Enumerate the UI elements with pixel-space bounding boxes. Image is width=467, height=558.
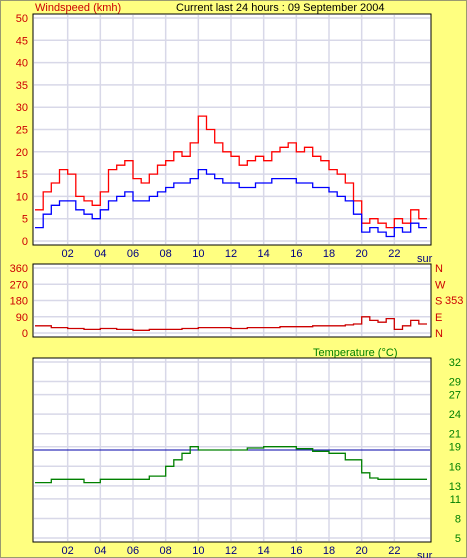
direction-compass-label: S (435, 296, 442, 308)
temperature-title: Temperature (°C) (313, 347, 397, 359)
direction-current-value: 353 (445, 295, 463, 307)
windspeed-x-end-label: sur (417, 253, 433, 265)
direction-compass-label: W (435, 279, 446, 291)
temperature-y-tick-label: 27 (449, 390, 461, 402)
windspeed-x-tick-label: 04 (94, 248, 106, 260)
windspeed-y-tick-label: 40 (16, 58, 28, 70)
windspeed-title: Windspeed (kmh) (35, 2, 121, 14)
windspeed-y-tick-label: 0 (22, 236, 28, 248)
temperature-y-tick-label: 8 (455, 513, 461, 525)
temperature-x-end-label: sur (417, 550, 433, 558)
temperature-x-tick-label: 10 (192, 545, 204, 557)
windspeed-y-tick-label: 25 (16, 125, 28, 137)
windspeed-y-tick-label: 45 (16, 35, 28, 47)
temperature-x-tick-label: 08 (160, 545, 172, 557)
temperature-y-tick-label: 21 (449, 429, 461, 441)
temperature-y-tick-label: 13 (449, 481, 461, 493)
temperature-y-tick-label: 24 (449, 409, 461, 421)
windspeed-x-tick-label: 12 (225, 248, 237, 260)
temperature-y-tick-label: 19 (449, 442, 461, 454)
windspeed-x-tick-label: 10 (192, 248, 204, 260)
temperature-x-tick-label: 06 (127, 545, 139, 557)
windspeed-x-tick-label: 22 (388, 248, 400, 260)
windspeed-x-tick-label: 08 (160, 248, 172, 260)
temperature-series-temperature (35, 446, 427, 484)
windspeed-y-tick-label: 20 (16, 147, 28, 159)
temperature-x-tick-label: 18 (323, 545, 335, 557)
windspeed-subtitle: Current last 24 hours : 09 September 200… (176, 2, 385, 14)
direction-y-tick-label: 270 (10, 279, 28, 291)
windspeed-series-average (35, 168, 427, 238)
windspeed-x-tick-label: 06 (127, 248, 139, 260)
windspeed-y-tick-label: 5 (22, 214, 28, 226)
windspeed-y-tick-label: 50 (16, 13, 28, 25)
windspeed-y-tick-label: 10 (16, 191, 28, 203)
temperature-x-tick-label: 16 (290, 545, 302, 557)
direction-compass-label: N (435, 263, 443, 275)
windspeed-x-tick-label: 16 (290, 248, 302, 260)
windspeed-y-tick-label: 15 (16, 169, 28, 181)
temperature-x-tick-label: 14 (258, 545, 270, 557)
windspeed-series-gust (35, 115, 427, 229)
temperature-x-tick-label: 02 (62, 545, 74, 557)
temperature-y-tick-label: 32 (449, 357, 461, 369)
temperature-y-tick-label: 29 (449, 377, 461, 389)
direction-series-direction (35, 316, 427, 331)
direction-compass-label: E (435, 312, 442, 324)
windspeed-y-tick-label: 35 (16, 80, 28, 92)
windspeed-x-tick-label: 02 (62, 248, 74, 260)
temperature-x-tick-label: 04 (94, 545, 106, 557)
windspeed-x-tick-label: 18 (323, 248, 335, 260)
windspeed-x-tick-label: 20 (356, 248, 368, 260)
temperature-y-tick-label: 5 (455, 533, 461, 545)
temperature-y-tick-label: 16 (449, 461, 461, 473)
direction-y-tick-label: 360 (10, 263, 28, 275)
temperature-x-tick-label: 20 (356, 545, 368, 557)
direction-y-tick-label: 0 (22, 328, 28, 340)
windspeed-y-tick-label: 30 (16, 102, 28, 114)
temperature-x-tick-label: 22 (388, 545, 400, 557)
windspeed-x-tick-label: 14 (258, 248, 270, 260)
temperature-y-tick-label: 11 (450, 494, 461, 506)
temperature-x-tick-label: 12 (225, 545, 237, 557)
direction-compass-label: N (435, 328, 443, 340)
direction-y-tick-label: 180 (10, 296, 28, 308)
direction-y-tick-label: 90 (16, 312, 28, 324)
